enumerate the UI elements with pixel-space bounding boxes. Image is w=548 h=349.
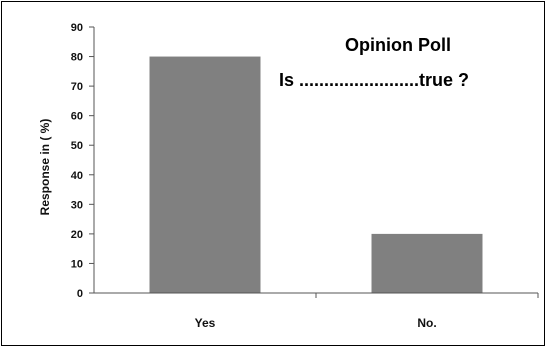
y-axis-label: Response in ( %) — [38, 119, 52, 216]
chart-title: Opinion Poll — [345, 35, 451, 55]
y-tick-label: 30 — [71, 199, 83, 211]
y-tick-label: 20 — [71, 229, 83, 241]
y-tick-label: 40 — [71, 170, 83, 182]
y-tick-label: 10 — [71, 258, 83, 270]
y-tick-label: 60 — [71, 111, 83, 123]
x-tick-label: No. — [417, 316, 436, 330]
y-tick-label: 80 — [71, 52, 83, 64]
bar-1 — [149, 56, 261, 293]
chart-subtitle: Is ........................true ? — [279, 70, 469, 90]
y-tick-label: 0 — [77, 288, 83, 300]
y-tick-label: 50 — [71, 140, 83, 152]
bar-2 — [371, 233, 483, 293]
y-tick-label: 90 — [71, 22, 83, 34]
y-tick-label: 70 — [71, 81, 83, 93]
x-tick-label: Yes — [195, 316, 216, 330]
